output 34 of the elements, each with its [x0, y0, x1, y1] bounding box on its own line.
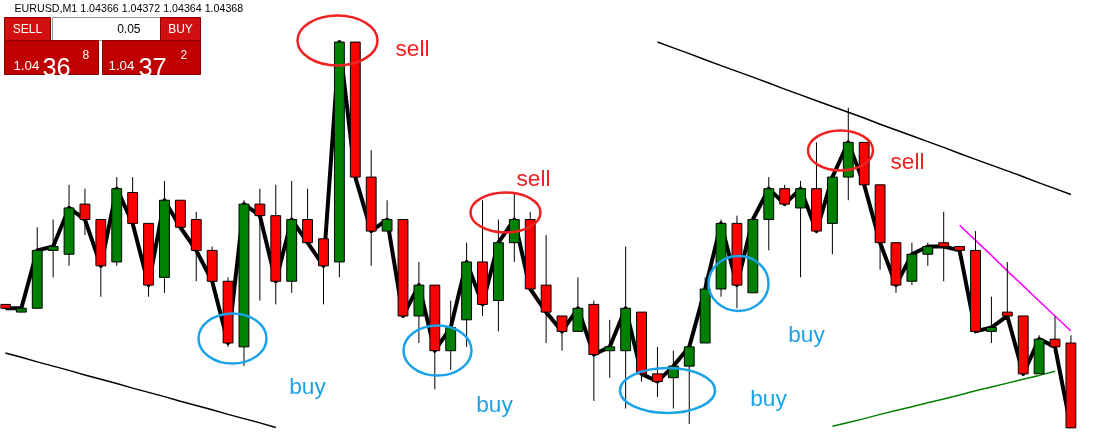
annotation: sell [890, 147, 925, 174]
candlestick [302, 188, 314, 244]
annotation: buy [750, 384, 788, 411]
annotation: sell [516, 164, 551, 191]
annotation: 1.04 [108, 58, 136, 73]
candlestick [652, 346, 663, 398]
text: SELL [12, 21, 43, 36]
candlestick [508, 192, 520, 263]
annotation: buy [289, 372, 327, 399]
annotation: 2 [180, 48, 188, 62]
candlestick [254, 188, 266, 302]
candlestick [1001, 261, 1013, 317]
candlestick [381, 199, 393, 232]
candlestick [47, 219, 59, 278]
annotation: 1.04 [13, 58, 41, 73]
candlestick [79, 188, 91, 236]
candlestick [938, 211, 950, 282]
annotation: buy [476, 390, 514, 417]
candlestick [1049, 315, 1061, 348]
annotation: sell [395, 34, 430, 61]
candlestick [556, 315, 568, 352]
chart-title: EURUSD,M1 1.04366 1.04372 1.04364 1.04368 [14, 1, 244, 14]
candlestick [795, 180, 806, 278]
candlestick [572, 276, 584, 332]
annotation: buy [788, 320, 826, 347]
candlestick [683, 346, 695, 425]
annotation: 8 [82, 48, 90, 62]
candlestick [779, 184, 791, 205]
candlestick [445, 300, 457, 371]
text: BUY [168, 21, 193, 36]
candlestick [985, 296, 997, 344]
candlestick [922, 242, 934, 267]
text: 0.05 [117, 22, 141, 36]
candlestick [604, 319, 616, 379]
